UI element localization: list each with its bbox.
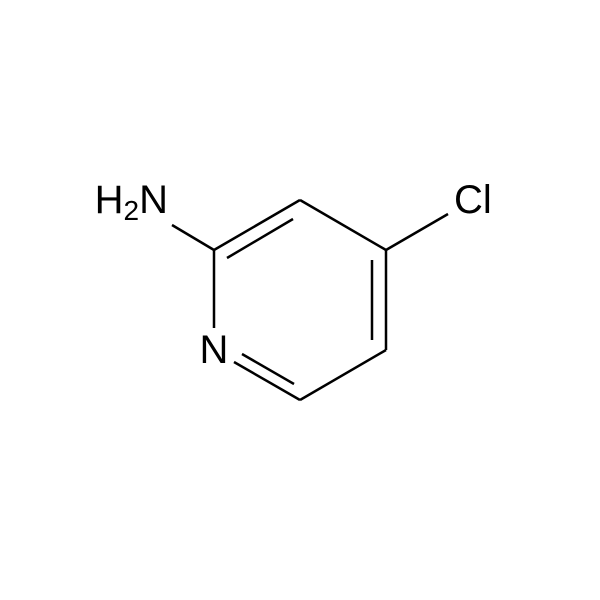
atom-label-n-ring: N (200, 328, 229, 372)
bond-c4-n5-b (242, 354, 294, 384)
bond-c1-c2 (300, 200, 386, 250)
bond-c6-namine (172, 225, 214, 250)
bond-c6-c1-b (227, 219, 293, 258)
bond-c3-c4 (300, 350, 386, 400)
atom-label-amine: H2N (95, 178, 168, 226)
molecule-diagram: N Cl H2N (0, 0, 600, 600)
bond-c6-c1-a (214, 200, 300, 250)
amine-n: N (139, 178, 168, 222)
bond-c2-cl (386, 214, 448, 250)
atom-label-cl: Cl (454, 178, 492, 222)
amine-h: H (95, 178, 124, 222)
amine-sub: 2 (124, 195, 140, 226)
